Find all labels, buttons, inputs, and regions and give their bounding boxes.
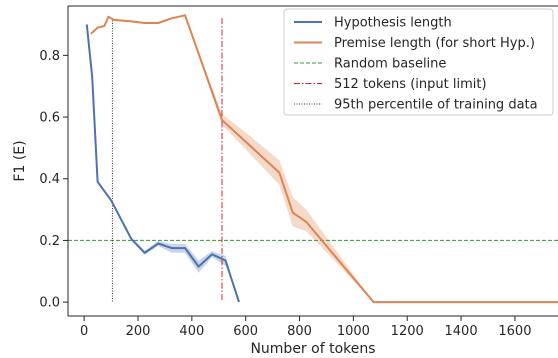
plot-marks	[68, 14, 558, 304]
legend: Hypothesis length Premise length (for sho…	[283, 8, 554, 116]
series-0-line	[85, 24, 240, 303]
series-0-confidence-band	[86, 24, 239, 303]
x-axis-label: Number of tokens	[250, 341, 375, 357]
y-tick-label: 0.8	[39, 49, 60, 64]
x-tick-label: 400	[179, 324, 204, 339]
x-tick-label: 1600	[498, 324, 531, 339]
x-tick-label: 1400	[445, 324, 478, 339]
legend-entry: Premise length (for short Hyp.)	[334, 36, 535, 51]
x-tick-label: 600	[233, 324, 258, 339]
x-tick-label: 1000	[337, 324, 370, 339]
x-tick-label: 200	[126, 324, 151, 339]
x-tick-label: 0	[80, 324, 88, 339]
legend-frame	[283, 8, 554, 116]
legend-entry: Hypothesis length	[334, 16, 452, 31]
plot-area: 0 200 400 600 800 1000 1200 1400 1600 0.0 0.2 0.4 0.…	[39, 5, 558, 339]
y-tick-label: 0.6	[39, 111, 60, 126]
y-tick-label: 0.0	[39, 296, 60, 311]
y-axis-label: F1 (E)	[12, 140, 28, 181]
legend-entry: Random baseline	[334, 57, 446, 72]
x-tick-label: 1200	[391, 324, 424, 339]
y-tick-label: 0.2	[39, 234, 60, 249]
legend-entry: 95th percentile of training data	[334, 98, 538, 113]
legend-entry: 512 tokens (input limit)	[334, 77, 487, 92]
series-1-line	[90, 14, 558, 304]
y-tick-label: 0.4	[39, 172, 60, 187]
x-tick-label: 800	[287, 324, 312, 339]
